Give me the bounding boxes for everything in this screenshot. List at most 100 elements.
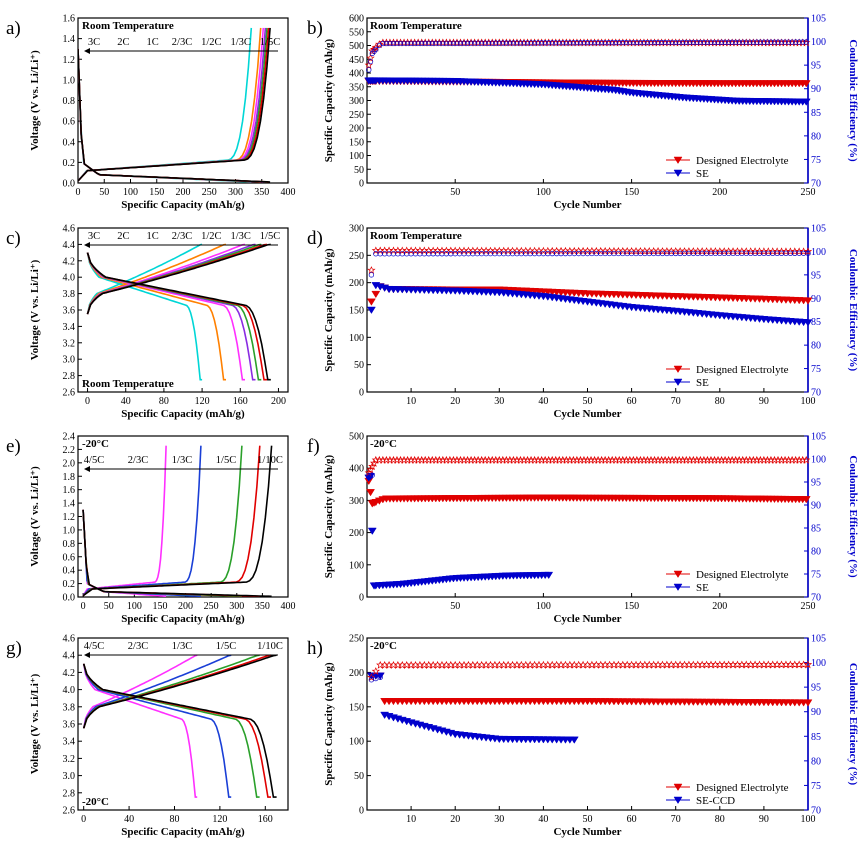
curve-4/5C-b: [82, 663, 198, 798]
data-marker: [711, 39, 718, 46]
series-group: [364, 455, 811, 590]
data-marker: [366, 67, 372, 73]
data-marker: [450, 40, 457, 46]
data-marker: [454, 40, 460, 46]
data-marker: [563, 40, 569, 46]
data-marker: [482, 40, 488, 46]
data-marker: [694, 39, 700, 46]
data-marker: [606, 40, 612, 46]
data-marker: [778, 39, 785, 45]
y2-tick-label: 100: [811, 37, 826, 48]
x-tick-label: 40: [121, 396, 131, 407]
x-tick-label: 60: [627, 396, 637, 407]
x-tick-label: 70: [671, 396, 681, 407]
data-marker: [750, 39, 756, 45]
data-marker: [708, 39, 714, 46]
y-tick-label: 0.2: [63, 579, 76, 590]
data-marker: [436, 40, 442, 46]
y2-axis-label: Coulombic Efficiency (%): [847, 663, 859, 786]
data-marker: [722, 39, 728, 45]
x-tick-label: 120: [195, 396, 210, 407]
data-marker: [383, 40, 390, 47]
y-tick-label: 300: [349, 96, 364, 107]
y-axis-label: Specific Capacity (mAh/g): [323, 248, 335, 372]
y2-tick-label: 75: [811, 364, 821, 375]
data-marker: [528, 40, 534, 46]
y2-tick-label: 80: [811, 131, 821, 142]
y-tick-label: 4.0: [63, 685, 76, 696]
panel-title: Room Temperature: [370, 230, 462, 242]
legend-marker: [673, 583, 683, 591]
data-marker: [560, 40, 566, 46]
x-tick-label: 250: [801, 187, 816, 198]
rate-arrow-head: [84, 652, 90, 658]
y2-tick-label: 85: [811, 524, 821, 535]
rate-label: 2/3C: [172, 37, 192, 48]
curve-3C-b: [86, 252, 203, 381]
y-tick-label: 100: [349, 333, 364, 344]
data-marker: [785, 39, 792, 45]
data-marker: [687, 39, 693, 46]
data-marker: [368, 272, 375, 278]
y2-axis-label: Coulombic Efficiency (%): [847, 455, 859, 578]
rate-label: 4/5C: [84, 455, 104, 466]
x-axis-label: Specific Capacity (mAh/g): [121, 199, 245, 211]
data-marker: [503, 40, 510, 46]
y-tick-label: 4.2: [63, 668, 76, 679]
y-tick-label: 200: [349, 124, 364, 135]
data-marker: [567, 40, 573, 46]
x-tick-label: 50: [450, 187, 460, 198]
x-tick-label: 30: [494, 396, 504, 407]
data-marker: [471, 40, 478, 46]
legend-marker: [673, 783, 683, 791]
panel-e: 0 50 100 150 200 250 300 350 400 0.0 0.2 0.4 0.6 0.8 1…: [6, 432, 296, 626]
data-marker: [415, 40, 421, 46]
data-marker: [366, 306, 376, 314]
x-tick-label: 80: [169, 814, 179, 825]
data-marker: [464, 40, 471, 46]
data-marker: [404, 40, 411, 47]
rate-label: 1/3C: [230, 231, 250, 242]
data-marker: [669, 39, 675, 46]
curve-2C-b: [86, 252, 226, 381]
y-tick-label: 550: [349, 27, 364, 38]
panel-c: 0 40 80 120 160 200 2.6 2.8 3.0 3.2 3.4 3.6 3.8 4.0 4.…: [6, 224, 289, 420]
x-tick-label: 80: [715, 396, 725, 407]
y-tick-label: 0: [359, 179, 364, 190]
data-marker: [715, 39, 721, 45]
data-marker: [468, 40, 474, 46]
curve-1/5C-a: [78, 48, 271, 183]
y-tick-label: 0: [359, 593, 364, 604]
data-marker: [801, 496, 811, 504]
y-tick-label: 1.6: [63, 14, 76, 25]
y-tick-label: 3.8: [63, 702, 76, 713]
y-tick-label: 500: [349, 432, 364, 443]
y-tick-label: 3.4: [63, 737, 76, 748]
panel-label: f): [307, 436, 320, 457]
y-tick-label: 50: [354, 771, 364, 782]
rate-label: 1/5C: [216, 455, 236, 466]
y-axis-label: Specific Capacity (mAh/g): [323, 662, 335, 786]
y-tick-label: 1.8: [63, 472, 76, 483]
data-marker: [514, 40, 520, 46]
rate-label: 1/10C: [257, 455, 283, 466]
series-group: [366, 660, 813, 744]
data-marker: [658, 39, 665, 46]
legend-marker: [673, 378, 683, 386]
panel-g: 0 40 80 120 160 2.6 2.8 3.0 3.2 3.4 3.6 3.8 4.0 4.2 4.…: [6, 634, 289, 838]
x-tick-label: 250: [202, 187, 217, 198]
panel-title: -20°C: [82, 796, 109, 808]
panel-title: -20°C: [370, 640, 397, 652]
data-marker: [373, 46, 379, 53]
data-marker: [371, 667, 380, 676]
y2-tick-label: 70: [811, 179, 821, 190]
y-tick-label: 100: [349, 151, 364, 162]
x-tick-label: 150: [624, 187, 639, 198]
x-tick-label: 160: [233, 396, 248, 407]
x-tick-label: 0: [76, 187, 81, 198]
x-tick-label: 250: [801, 601, 816, 612]
y2-tick-label: 105: [811, 14, 826, 25]
panel-title: -20°C: [82, 438, 109, 450]
curve-1/10C-b: [82, 663, 277, 798]
data-marker: [419, 40, 425, 46]
